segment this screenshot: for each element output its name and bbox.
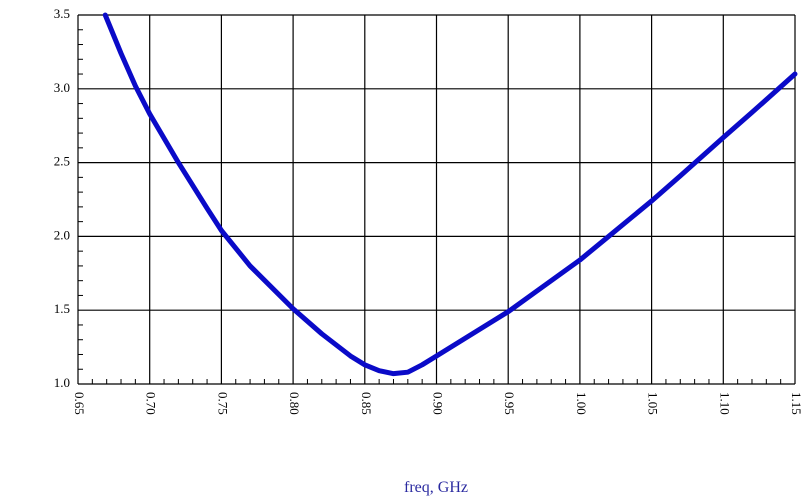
x-tick-label: 0.80	[287, 392, 302, 415]
y-tick-label: 1.5	[54, 301, 70, 316]
x-axis-label: freq, GHz	[404, 479, 468, 496]
x-tick-label: 1.15	[789, 392, 804, 415]
line-series	[102, 12, 798, 377]
x-tick-label: 1.10	[717, 392, 732, 415]
y-tick-label: 2.0	[54, 227, 70, 242]
x-tick-label: 1.00	[574, 392, 589, 415]
y-tick-label: 1.0	[54, 375, 70, 390]
x-tick-label: 0.65	[72, 392, 87, 415]
x-tick-label: 0.90	[431, 392, 446, 415]
y-tick-label: 3.0	[54, 80, 70, 95]
x-tick-label: 1.05	[646, 392, 661, 415]
y-tick-label: 3.5	[54, 6, 70, 21]
y-tick-label: 2.5	[54, 154, 70, 169]
x-tick-label: 0.85	[359, 392, 374, 415]
x-tick-label: 0.75	[215, 392, 230, 415]
x-tick-label: 0.95	[502, 392, 517, 415]
x-tick-label: 0.70	[144, 392, 159, 415]
